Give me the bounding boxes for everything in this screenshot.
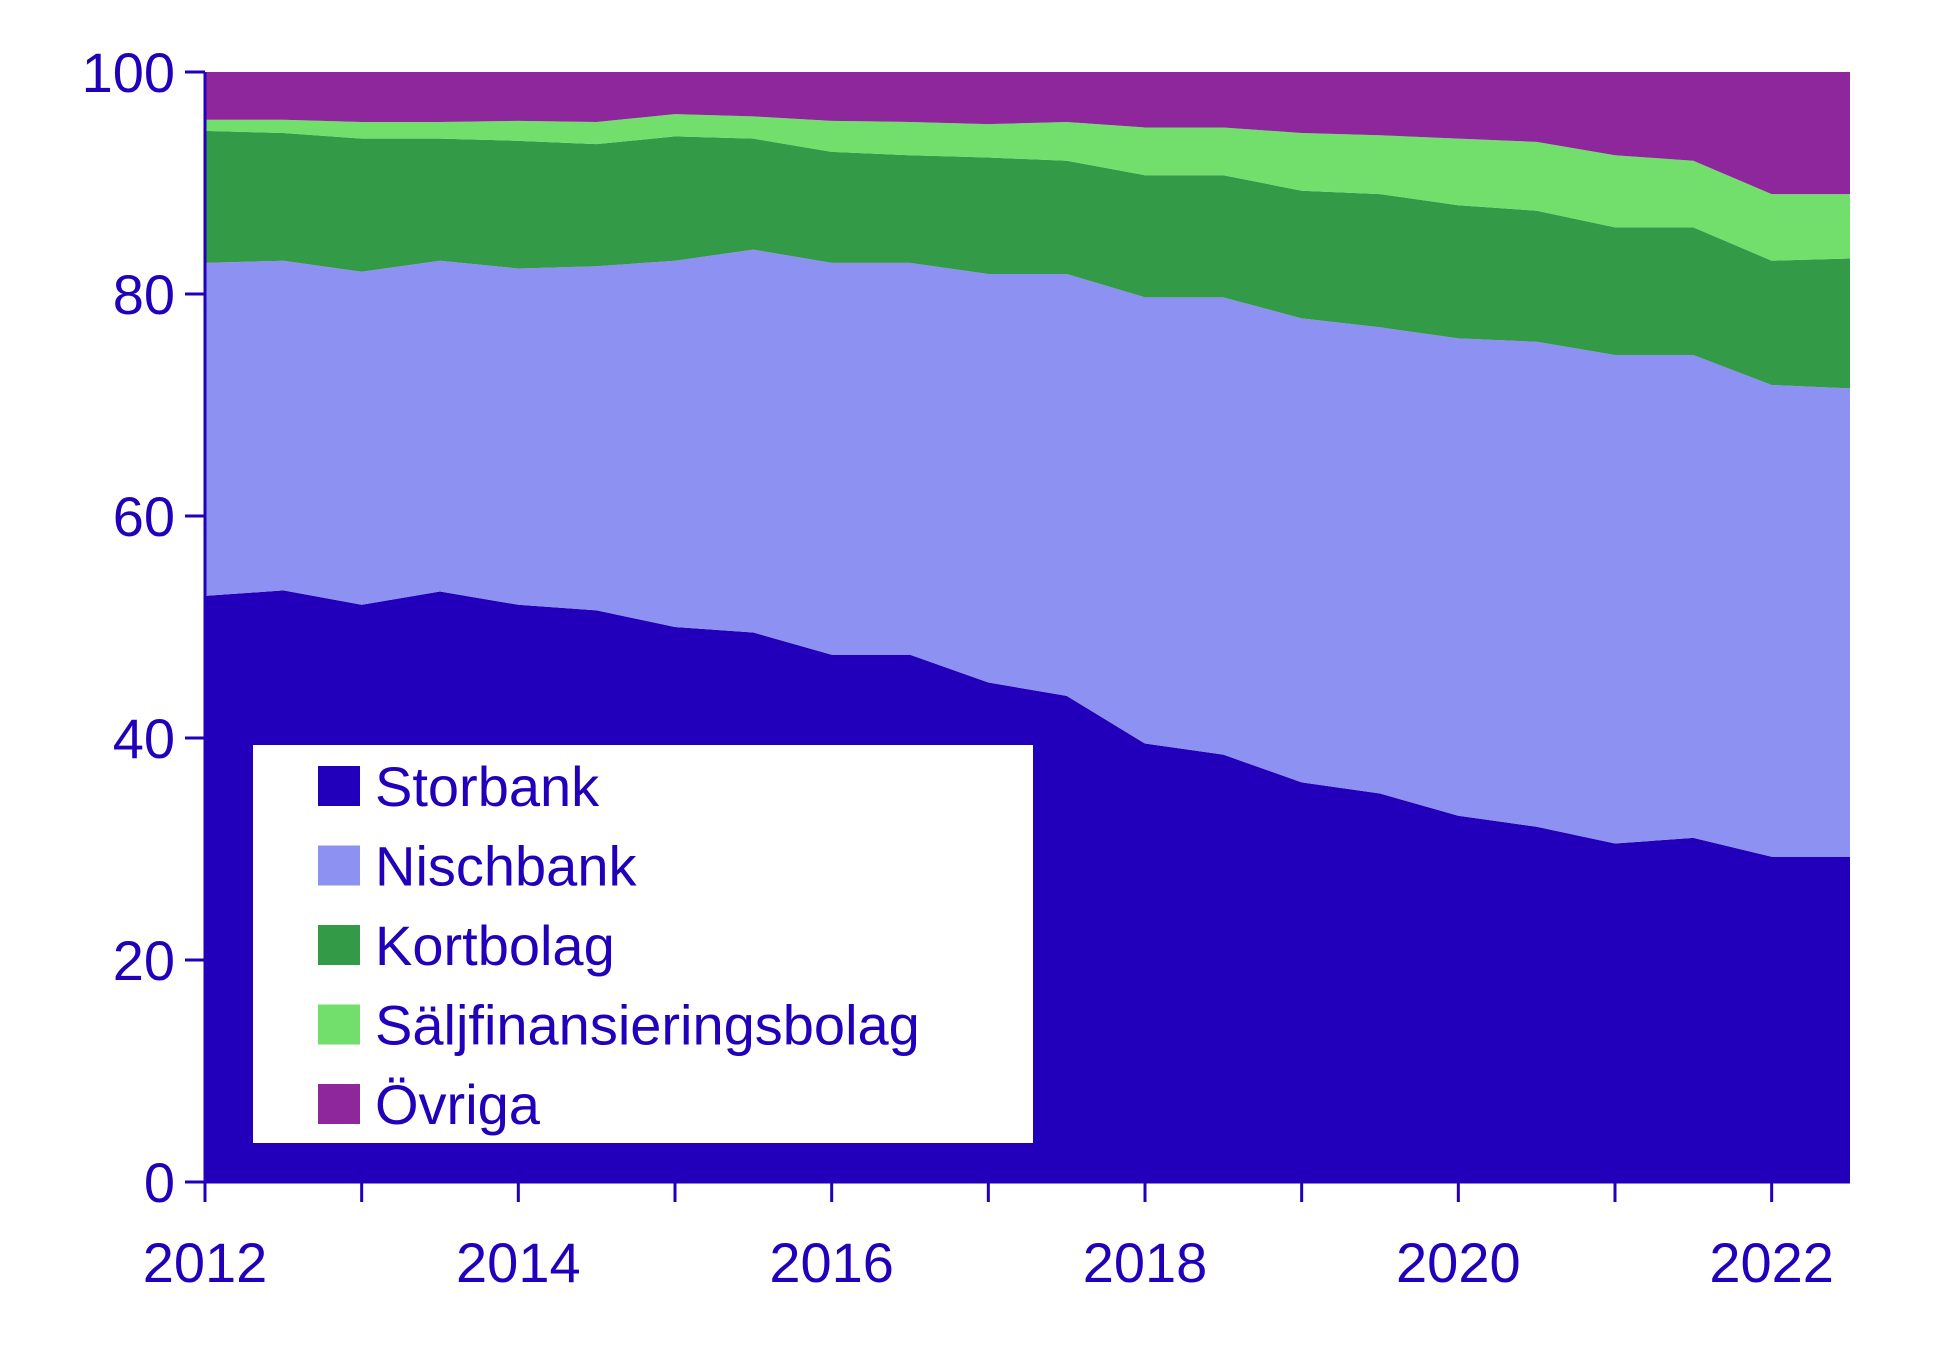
legend-swatch-saljfinansieringsbolag	[318, 1004, 360, 1045]
x-tick-label: 2022	[1709, 1231, 1834, 1294]
x-tick-label: 2018	[1083, 1231, 1208, 1294]
x-tick-label: 2012	[143, 1231, 268, 1294]
legend-label-storbank: Storbank	[375, 755, 600, 818]
area-ovriga	[205, 72, 1850, 195]
legend-label-saljfinansieringsbolag: Säljfinansieringsbolag	[375, 994, 920, 1057]
legend-swatch-kortbolag	[318, 925, 360, 965]
legend-box	[253, 745, 1033, 1143]
y-tick-label: 40	[113, 707, 175, 770]
legend: Storbank Nischbank Kortbolag Säljfinansieri…	[253, 745, 1033, 1143]
axes: 0 20 40 60 80 100 2012 2014 2016 2018 2020 2022	[82, 41, 1850, 1294]
y-tick-label: 20	[113, 929, 175, 992]
y-tick-label: 80	[113, 263, 175, 326]
y-tick-label: 100	[82, 41, 175, 104]
legend-label-nischbank: Nischbank	[375, 835, 637, 898]
legend-swatch-ovriga	[318, 1084, 360, 1124]
x-tick-label: 2020	[1396, 1231, 1521, 1294]
x-tick-label: 2016	[769, 1231, 894, 1294]
area-nischbank	[205, 249, 1850, 857]
legend-label-ovriga: Övriga	[375, 1073, 541, 1136]
y-tick-label: 60	[113, 485, 175, 548]
legend-swatch-storbank	[318, 766, 360, 806]
x-tick-label: 2014	[456, 1231, 581, 1294]
y-tick-label: 0	[144, 1151, 175, 1214]
area-saljfinansieringsbolag	[205, 114, 1850, 261]
legend-label-kortbolag: Kortbolag	[375, 914, 615, 977]
area-kortbolag	[205, 130, 1850, 389]
legend-swatch-nischbank	[318, 845, 360, 886]
